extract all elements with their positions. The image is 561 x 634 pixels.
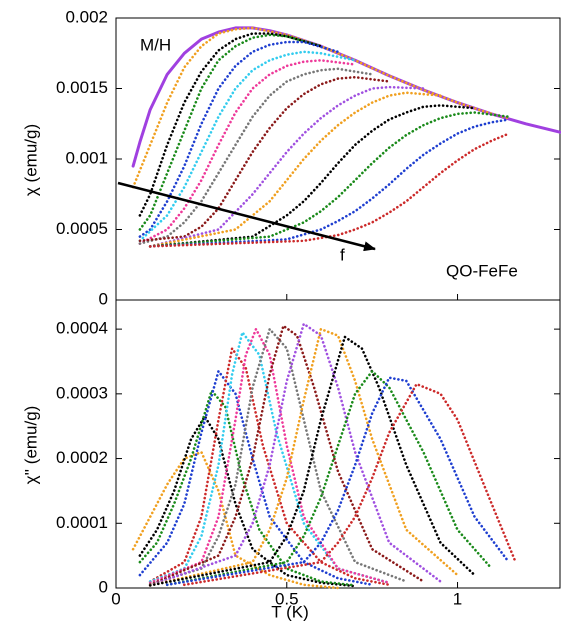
data-curve — [138, 40, 340, 238]
data-curve — [138, 67, 374, 245]
y-tick-label: 0.002 — [65, 7, 108, 26]
x-tick-label: 1 — [453, 589, 462, 608]
data-curve — [138, 389, 357, 587]
data-curve — [148, 104, 476, 248]
data-curve — [131, 450, 340, 590]
data-curve — [148, 347, 391, 587]
data-curve — [148, 327, 391, 585]
y-tick-label: 0 — [99, 577, 108, 596]
data-curve — [148, 331, 391, 585]
y-tick-label: 0.0002 — [56, 448, 108, 467]
frequency-arrow — [117, 181, 376, 252]
y-tick-label: 0.0015 — [56, 78, 108, 97]
y-tick-label: 0.0004 — [56, 319, 108, 338]
data-curve — [148, 85, 425, 248]
x-tick-label: 0 — [111, 589, 120, 608]
y-axis-label: χ (emu/g) — [21, 124, 40, 196]
data-curve — [138, 32, 323, 217]
data-curve — [148, 335, 476, 587]
y-tick-label: 0 — [99, 289, 108, 308]
data-curve — [183, 382, 517, 587]
data-curve — [138, 59, 357, 245]
data-curve — [148, 327, 408, 586]
data-curve — [148, 132, 511, 248]
data-curve — [165, 369, 493, 587]
x-tick-label: 0.5 — [275, 589, 299, 608]
y-tick-label: 0.0003 — [56, 383, 108, 402]
data-curve — [148, 327, 459, 587]
top-frame — [115, 17, 561, 301]
x-axis-label: T (K) — [271, 602, 308, 621]
data-curve — [131, 26, 561, 168]
data-curve — [138, 50, 357, 243]
data-curve — [148, 322, 442, 587]
y-axis-label: χ'' (emu/g) — [21, 406, 40, 485]
y-tick-label: 0.0001 — [56, 513, 108, 532]
data-curve — [148, 324, 425, 587]
data-curve — [148, 118, 511, 248]
annotation: M/H — [140, 35, 171, 54]
annotation: QO-FeFe — [446, 261, 518, 280]
data-curve — [138, 415, 357, 588]
data-curve — [148, 91, 442, 248]
y-tick-label: 0.001 — [65, 148, 108, 167]
data-curve — [165, 376, 511, 587]
annotation: f — [340, 245, 345, 264]
data-curve — [148, 111, 511, 248]
data-curve — [138, 369, 374, 587]
y-tick-label: 0.0005 — [56, 219, 108, 238]
data-curve — [138, 75, 391, 243]
